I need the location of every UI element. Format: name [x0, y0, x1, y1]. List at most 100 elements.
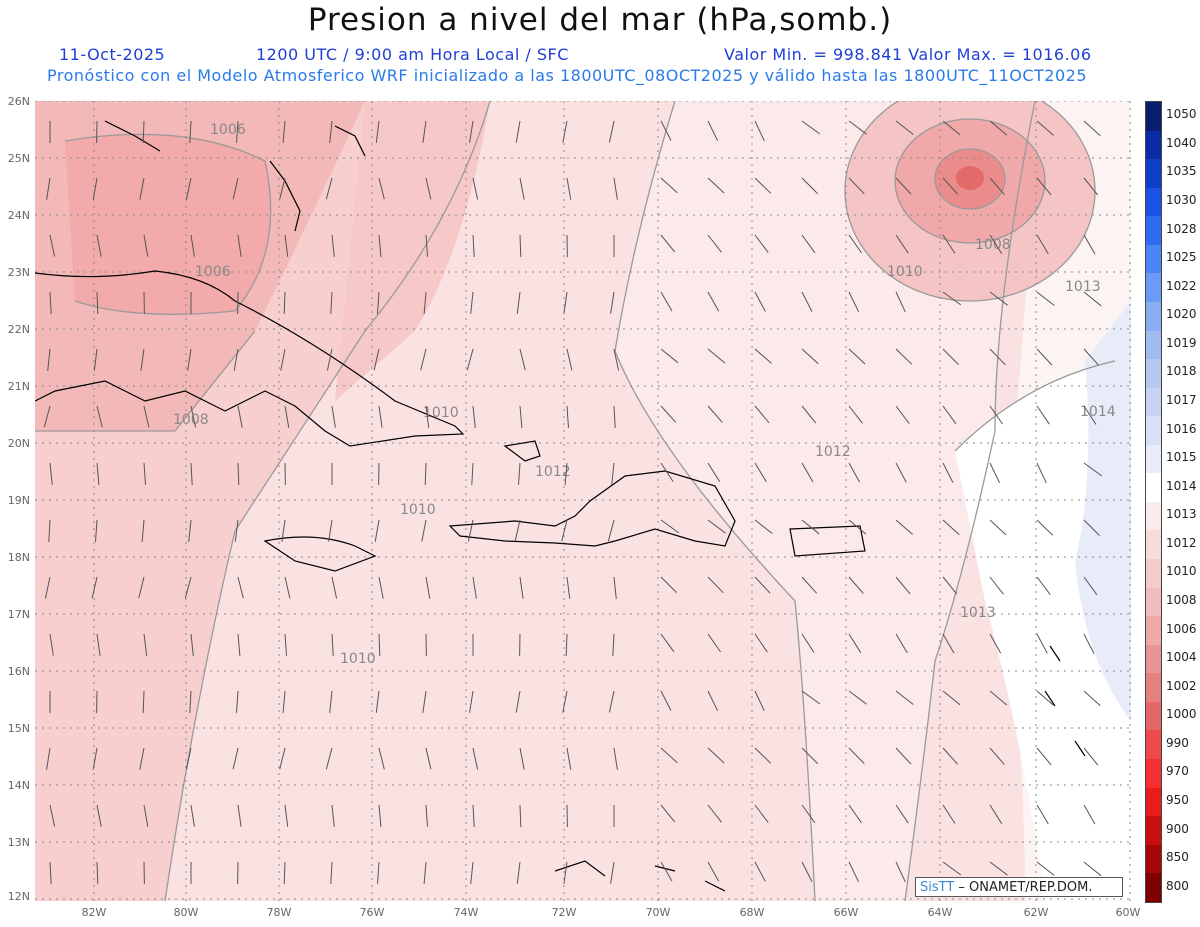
wind-barb	[422, 690, 427, 713]
wind-barb	[425, 405, 430, 428]
puerto-rico-coast	[789, 525, 866, 557]
wind-barb	[96, 291, 99, 315]
wind-barb	[425, 576, 431, 599]
wind-barb	[707, 405, 723, 423]
wind-barb	[801, 576, 818, 594]
wind-barb	[422, 120, 427, 143]
wind-barb	[707, 234, 722, 253]
wind-barb	[801, 861, 813, 882]
forecast-date: 11-Oct-2025	[59, 45, 166, 64]
wind-barb	[1036, 234, 1049, 255]
contour-label: 1012	[535, 464, 571, 480]
lon-label: 60W	[1115, 906, 1141, 919]
colorbar-swatch	[1146, 844, 1161, 874]
wind-barb	[562, 690, 568, 713]
wind-barb	[989, 633, 1002, 654]
wind-barb	[48, 519, 51, 543]
wind-barb	[514, 519, 521, 542]
colorbar-label: 970	[1166, 764, 1189, 779]
wind-barb	[143, 234, 149, 257]
wind-barb	[942, 177, 959, 195]
wind-barb	[377, 861, 380, 884]
wind-barb	[92, 177, 98, 200]
wind-barb	[613, 405, 616, 429]
wind-barb	[660, 405, 677, 423]
wind-barb	[49, 291, 52, 315]
wind-barb	[754, 405, 770, 424]
wind-barb	[469, 120, 474, 143]
wind-barb	[96, 462, 100, 485]
wind-barb	[46, 177, 51, 200]
wind-barb	[895, 120, 914, 135]
colorbar-swatch	[1146, 673, 1161, 702]
wind-barb	[895, 576, 911, 595]
wind-barb	[96, 234, 102, 257]
wind-barb	[707, 804, 722, 823]
wind-barb	[140, 348, 145, 371]
wind-barb	[1083, 633, 1095, 654]
wind-barb	[49, 633, 54, 656]
wind-barb	[330, 291, 333, 315]
wind-barb	[425, 804, 428, 827]
wind-barb	[754, 690, 765, 712]
wind-barb	[848, 348, 866, 365]
wind-barb	[96, 633, 101, 656]
wind-barb	[190, 633, 194, 656]
wind-barb	[612, 633, 615, 657]
colorbar-swatch	[1146, 216, 1161, 245]
wind-barb	[143, 804, 149, 827]
wind-barb	[848, 291, 860, 313]
wind-barb	[1036, 690, 1054, 706]
wind-barb	[660, 462, 674, 482]
wind-barb	[237, 462, 240, 486]
wind-barb	[190, 804, 195, 827]
wind-barb	[801, 462, 814, 483]
wind-barb	[190, 405, 197, 428]
lat-label: 20N	[7, 437, 30, 450]
wind-barb	[1083, 576, 1098, 596]
wind-barb	[425, 177, 432, 200]
wind-barb	[472, 234, 475, 258]
wind-barb	[472, 576, 477, 599]
wind-barb	[330, 861, 333, 885]
wind-barb	[234, 519, 239, 542]
lon-label: 74W	[453, 906, 479, 919]
wind-barb	[326, 348, 333, 371]
wind-barb	[232, 177, 239, 200]
wind-barb	[472, 804, 475, 828]
wind-barb	[707, 633, 722, 653]
wind-barb	[895, 519, 913, 535]
colorbar-label: 1012	[1166, 535, 1197, 550]
wind-barb	[139, 177, 145, 200]
wind-barb	[472, 405, 476, 428]
colorbar-label: 1006	[1166, 621, 1197, 636]
wind-barb	[142, 120, 145, 144]
wind-barb	[660, 633, 675, 653]
wind-barb	[707, 519, 726, 534]
wind-barb	[754, 519, 773, 534]
wind-barb	[282, 690, 286, 713]
wind-barb	[189, 690, 192, 714]
wind-barb	[801, 519, 820, 535]
lat-label: 13N	[7, 836, 30, 849]
wind-barb	[564, 462, 568, 485]
colorbar-swatch	[1146, 873, 1161, 902]
colorbar-swatch	[1146, 587, 1161, 617]
wind-barb	[566, 177, 572, 200]
wind-barb	[561, 519, 568, 542]
wind-barb	[989, 804, 1003, 824]
wind-barb	[613, 747, 618, 770]
wind-barb	[236, 120, 239, 143]
contour-label: 1008	[173, 412, 209, 428]
wind-barb	[895, 291, 906, 313]
wind-barb	[1036, 291, 1055, 306]
hispaniola-coast	[448, 470, 736, 547]
wind-barb	[754, 291, 766, 312]
lon-label: 72W	[551, 906, 577, 919]
lat-label: 19N	[7, 494, 30, 507]
wind-barb	[331, 405, 336, 428]
colorbar-label: 1018	[1166, 364, 1197, 379]
colorbar-label: 990	[1166, 735, 1189, 750]
lat-label: 26N	[7, 95, 30, 108]
wind-barb	[707, 291, 720, 312]
